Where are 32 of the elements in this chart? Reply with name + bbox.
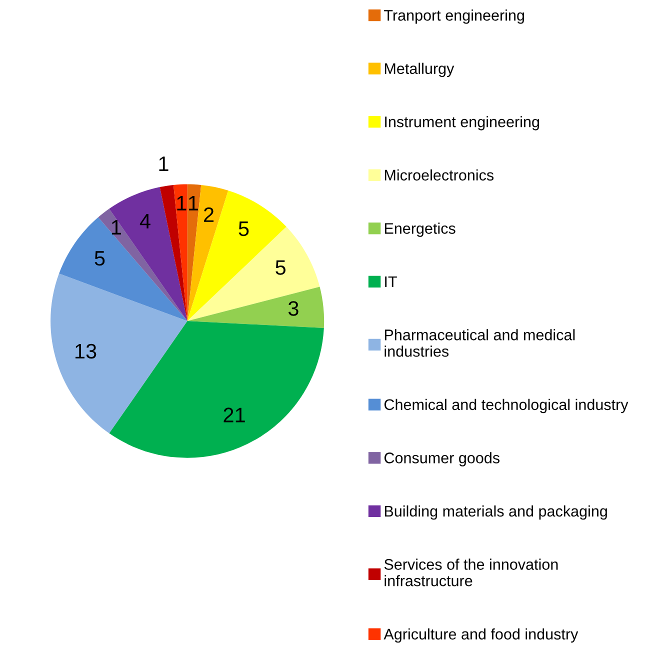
legend-label: Chemical and technological industry (384, 398, 628, 414)
pie-slice (187, 184, 228, 322)
data-label: 1 (112, 220, 121, 234)
data-label: 1 (159, 156, 168, 171)
legend-label: Metallurgy (384, 62, 454, 78)
data-label: 1 (188, 196, 198, 210)
data-label: 13 (76, 344, 96, 359)
pie-slice (50, 274, 188, 434)
pie-slice (109, 321, 324, 458)
legend-label: Agriculture and food industry (384, 628, 578, 643)
legend-label: Microelectronics (384, 169, 494, 181)
pie-slice (160, 184, 188, 322)
legend-label: IT (385, 276, 397, 287)
data-label: 2 (204, 207, 214, 222)
data-label: 4 (140, 214, 150, 228)
pie-slice (187, 286, 324, 328)
legend-label: Consumer goods (384, 452, 500, 466)
data-label: 5 (94, 251, 105, 266)
legend-label: Building materials and packaging (384, 505, 607, 520)
data-label: 1 (177, 196, 186, 210)
data-label: 3 (288, 301, 298, 316)
pie-slice (187, 190, 286, 322)
pie-slice (109, 187, 188, 322)
pie-slice (173, 184, 188, 322)
data-label: 5 (238, 222, 249, 236)
data-label: 21 (224, 408, 245, 422)
legend-label: Energetics (384, 222, 456, 237)
legend-label: Tranport engineering (384, 10, 524, 24)
legend-label: Instrument engineering (385, 116, 539, 130)
legend-label: Services of the innovation infrastructure (384, 558, 558, 586)
data-label: 5 (276, 260, 286, 275)
legend-label: Pharmaceutical and medical industries (384, 329, 575, 357)
